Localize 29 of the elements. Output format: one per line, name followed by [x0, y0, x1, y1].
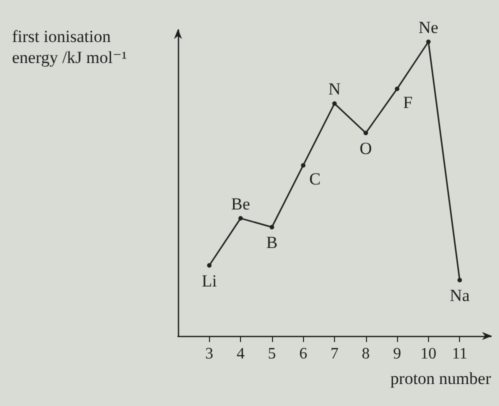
point — [238, 216, 243, 221]
annotation: B — [266, 233, 278, 252]
x-tick-label: 10 — [420, 346, 436, 362]
point — [457, 278, 462, 282]
annotation: N — [328, 80, 341, 99]
point — [270, 224, 274, 230]
annotation: Li — [202, 271, 218, 290]
point — [426, 40, 431, 44]
x-tick-label: 6 — [299, 346, 308, 362]
annotation: O — [360, 138, 372, 158]
point — [332, 101, 337, 106]
x-tick-label: 11 — [452, 346, 468, 362]
annotation: F — [403, 92, 413, 112]
point — [300, 163, 306, 168]
annotation: C — [309, 169, 321, 188]
annotation: Be — [231, 194, 250, 214]
annotation: Ne — [418, 18, 438, 37]
x-tick-label: 5 — [268, 346, 276, 362]
x-tick-label: 4 — [236, 346, 245, 362]
x-tick-label: 8 — [362, 346, 370, 362]
x-tick-label: 7 — [330, 346, 338, 362]
point — [394, 86, 400, 92]
annotation: Na — [450, 286, 470, 306]
x-axis-title: proton number — [390, 369, 492, 388]
point — [364, 130, 368, 136]
y-axis-title: first ionisation energy /kJ mol⁻¹ — [12, 27, 127, 67]
x-tick-label: 9 — [393, 346, 402, 362]
x-tick-label: 3 — [205, 346, 214, 362]
point — [207, 263, 212, 268]
